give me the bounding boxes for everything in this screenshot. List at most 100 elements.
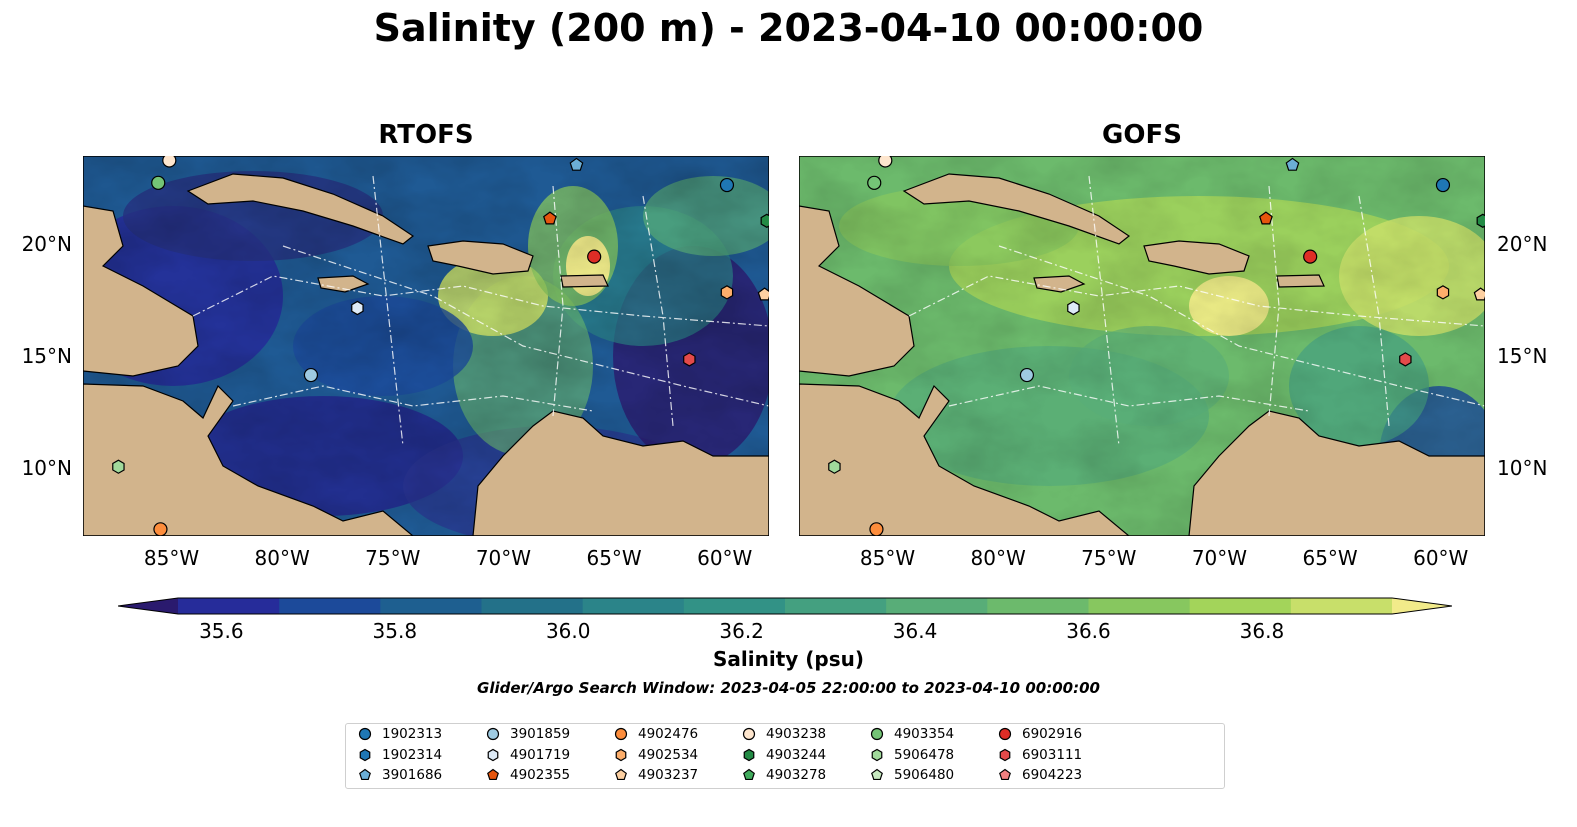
- latitude-tick-label: 20°N: [1497, 232, 1548, 257]
- colorbar-tick-label: 36.4: [892, 619, 938, 643]
- search-window-text: Glider/Argo Search Window: 2023-04-05 22…: [477, 679, 1100, 697]
- legend-marker-pentagon-icon: [359, 768, 371, 781]
- colorbar-extend-min: [118, 598, 178, 614]
- colorbar-segment: [481, 598, 584, 614]
- latitude-tick-label: 20°N: [21, 232, 72, 257]
- legend-entry-4903238: 4903238: [742, 726, 826, 742]
- central-america-land: [799, 383, 1130, 536]
- legend-entry-4901719: 4901719: [486, 747, 570, 763]
- legend-marker-hexagon-icon: [871, 748, 883, 761]
- longitude-tick-label: 85°W: [859, 546, 916, 570]
- legend-marker-hexagon-icon: [487, 748, 499, 761]
- south-america-land: [1188, 410, 1485, 536]
- float-marker-4903238: [162, 156, 177, 168]
- legend-label: 6902916: [1022, 726, 1083, 742]
- legend-marker: [743, 768, 755, 781]
- longitude-tick-label: 80°W: [254, 546, 310, 570]
- colorbar-segment: [279, 598, 381, 614]
- float-marker-6903111: [683, 352, 696, 367]
- legend-label: 6903111: [1022, 746, 1083, 763]
- colorbar-segment: [683, 598, 786, 614]
- legend-label: 4903238: [766, 726, 827, 742]
- float-marker-6903111: [1399, 352, 1412, 367]
- puerto-rico-land: [560, 274, 609, 288]
- legend-entry-1902313: 1902313: [358, 726, 442, 742]
- longitude-tick-label: 60°W: [697, 546, 753, 570]
- float-marker-3901686: [569, 157, 584, 171]
- legend-marker: [359, 748, 371, 761]
- longitude-tick-label: 60°W: [1413, 546, 1469, 570]
- eez-boundaries: [192, 175, 769, 447]
- float-marker-4901719: [351, 300, 364, 316]
- legend-label: 4902534: [638, 746, 699, 763]
- colorbar-segment: [785, 598, 887, 614]
- hispaniola-land: [1143, 240, 1250, 275]
- legend-marker: [358, 727, 372, 741]
- legend-marker-circle-icon: [358, 727, 372, 741]
- legend-marker: [998, 727, 1012, 741]
- legend-label: 4903244: [766, 746, 827, 763]
- legend-entry-3901859: 3901859: [486, 726, 570, 742]
- legend-label: 4903354: [894, 726, 955, 742]
- legend-entry-5906478: 5906478: [870, 747, 954, 763]
- legend-marker: [614, 727, 628, 741]
- colorbar-tick-label: 35.6: [199, 619, 244, 643]
- legend-marker-pentagon-icon: [487, 768, 499, 781]
- colorbar-segment: [582, 598, 685, 614]
- longitude-tick-label: 75°W: [1081, 546, 1137, 570]
- float-marker-5906478: [828, 459, 841, 474]
- rtofs-salinity-map: [83, 156, 769, 536]
- float-marker-6902916: [587, 249, 602, 264]
- float-marker-4903354: [867, 175, 882, 190]
- latitude-tick-label: 15°N: [21, 344, 72, 369]
- legend-entry-4903278: 4903278: [742, 767, 826, 783]
- float-marker-4901719: [1067, 300, 1080, 316]
- legend-entry-4903237: 4903237: [614, 767, 698, 783]
- legend-entry-6904223: 6904223: [998, 767, 1082, 783]
- legend-marker-pentagon-icon: [999, 768, 1011, 781]
- colorbar-label: Salinity (psu): [712, 647, 864, 671]
- legend-marker-pentagon-icon: [615, 768, 627, 781]
- legend-marker: [486, 727, 500, 741]
- float-marker-3901686: [1285, 157, 1300, 171]
- legend-label: 4903278: [766, 767, 827, 783]
- legend-marker: [999, 748, 1011, 761]
- legend-marker-circle-icon: [742, 727, 756, 741]
- colorbar-segment: [1088, 598, 1191, 614]
- legend-marker: [487, 768, 499, 781]
- float-legend: 1902313 1902314 3901686 3901859 4901719 49023…: [345, 723, 1225, 789]
- legend-marker: [615, 768, 627, 781]
- eez-boundaries: [908, 175, 1485, 447]
- legend-marker: [359, 768, 371, 781]
- colorbar-segment: [380, 598, 482, 614]
- legend-label: 4901719: [510, 746, 571, 763]
- legend-marker: [870, 727, 884, 741]
- legend-label: 1902314: [382, 746, 443, 763]
- jamaica-land: [1033, 275, 1086, 293]
- legend-entry-4903354: 4903354: [870, 726, 954, 742]
- longitude-tick-label: 70°W: [1191, 546, 1248, 570]
- longitude-tick-label: 80°W: [970, 546, 1026, 570]
- legend-marker-hexagon-icon: [743, 748, 755, 761]
- legend-marker: [743, 748, 755, 761]
- legend-entry-6902916: 6902916: [998, 726, 1082, 742]
- legend-marker: [487, 748, 499, 761]
- colorbar-segment: [1189, 598, 1292, 614]
- cuba-land: [186, 173, 415, 245]
- colorbar-segment: [987, 598, 1089, 614]
- colorbar-tick-label: 36.8: [1239, 619, 1285, 643]
- colorbar-tick-label: 36.6: [1066, 619, 1111, 643]
- float-marker-4903244: [760, 213, 769, 229]
- float-marker-3901859: [303, 367, 319, 383]
- colorbar-segment: [1290, 598, 1393, 614]
- legend-marker: [742, 727, 756, 741]
- gofs-panel-title: GOFS: [1102, 120, 1182, 150]
- legend-label: 3901686: [382, 767, 443, 783]
- float-marker-4902476: [869, 522, 884, 536]
- gofs-salinity-map: [799, 156, 1485, 536]
- legend-label: 4902476: [638, 726, 699, 742]
- legend-label: 3901859: [510, 726, 571, 742]
- legend-entry-1902314: 1902314: [358, 747, 442, 763]
- colorbar-tick-label: 36.2: [719, 619, 764, 643]
- legend-marker: [999, 768, 1011, 781]
